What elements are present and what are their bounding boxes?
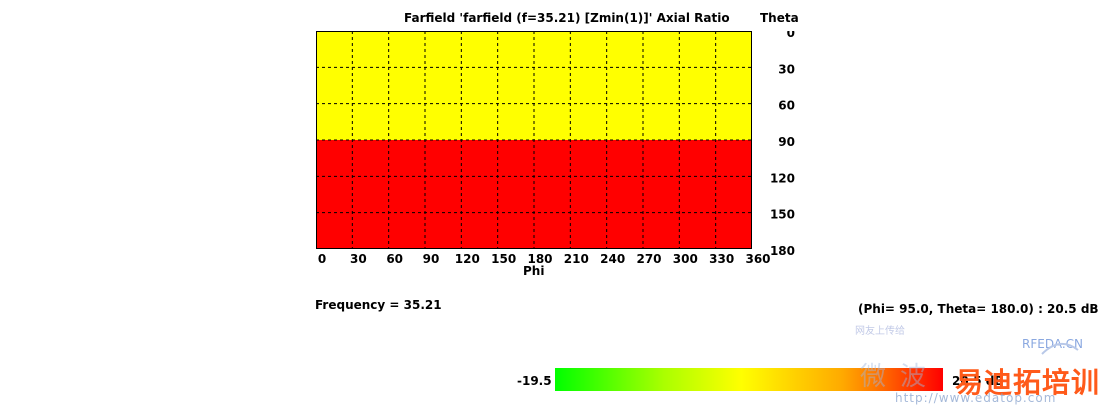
colorbar-min-label: -19.5 [517,374,552,388]
x-tick-label: 180 [527,252,552,263]
x-tick-label: 150 [491,252,516,263]
x-tick-label: 60 [386,252,403,263]
watermark-site: RFEDA.CN [1022,337,1084,351]
watermark-line: 网友上传给 [855,326,905,337]
plot-border [316,31,752,249]
x-axis-title: Phi [523,264,545,278]
y-tick-label: 60 [778,99,795,113]
x-tick-label: 330 [709,252,734,263]
x-tick-label: 30 [350,252,367,263]
colorbar [555,368,943,391]
chart-title: Farfield 'farfield (f=35.21) [Zmin(1)]' … [404,11,730,25]
frequency-label: Frequency = 35.21 [315,298,442,312]
heatmap-plot[interactable]: 0 30 60 90 120 150 180 210 240 270 300 330 360 0 30 60… [316,31,801,263]
watermark-logo-icon [1041,343,1079,355]
colorbar-max-label: 20.5 dB [952,374,1004,388]
x-tick-label: 90 [423,252,440,263]
y-tick-label: 30 [778,62,795,76]
x-tick-label: 360 [745,252,770,263]
watermark-brand: 易迪拓培训 [955,366,1101,399]
cursor-readout: (Phi= 95.0, Theta= 180.0) : 20.5 dB [858,302,1099,316]
y-tick-label: 180 [770,244,795,258]
watermark-cn-left: 微波 [860,362,941,392]
x-tick-label: 210 [564,252,589,263]
y-tick-label: 150 [770,208,795,222]
y-tick-label: 90 [778,135,795,149]
x-tick-label: 300 [673,252,698,263]
x-tick-label: 120 [455,252,480,263]
y-axis-title: Theta [760,11,799,25]
watermark-url: http://www.edatop.com [895,391,1057,405]
y-tick-label: 0 [787,31,795,40]
x-tick-label: 240 [600,252,625,263]
x-tick-label: 270 [636,252,661,263]
x-tick-label: 0 [318,252,326,263]
y-tick-label: 120 [770,171,795,185]
